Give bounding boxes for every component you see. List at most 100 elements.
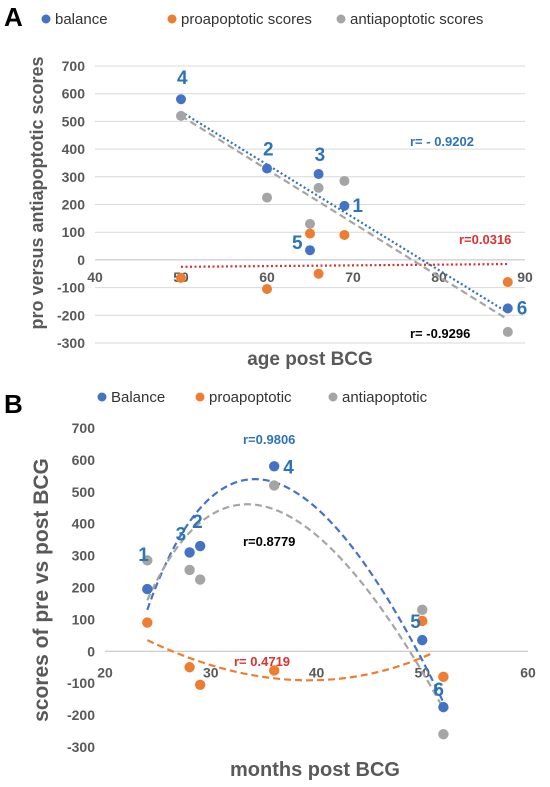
y-tick-label-b: 400 [72,516,96,532]
y-tick-label-a: 500 [62,113,86,129]
data-point-a-antiapoptotic [502,326,513,337]
data-point-b-antiapoptotic [142,555,153,566]
y-tick-label-b: 200 [72,580,96,596]
point-number-label-a: 3 [315,145,326,166]
x-tick-label-a: 40 [87,269,103,285]
data-point-b-antiapoptotic [417,604,428,616]
legend-b-proapoptotic-marker [195,392,205,402]
data-point-a-proapoptotic [305,228,315,239]
legend-b-antiapoptotic: antiapoptotic [342,389,428,406]
y-tick-label-b: 0 [87,643,95,659]
panel-a-letter: A [4,2,23,32]
data-point-b-balance [438,701,449,713]
data-point-a-balance [313,169,324,180]
y-tick-label-b: -100 [67,675,95,691]
y-tick-label-b: 600 [72,452,96,468]
data-point-a-antiapoptotic [339,175,350,186]
y-tick-label-a: 200 [62,197,86,213]
data-point-a-proapoptotic [313,268,324,279]
y-tick-label-a: 600 [62,86,86,102]
data-point-b-antiapoptotic [194,574,206,585]
data-point-b-proapoptotic [142,617,153,628]
panel-a: A balance proapoptotic scores antiapopto… [4,2,533,370]
trendline-b-3 [146,639,434,682]
panel-a-plot-area: -300-200-1000100200300400500600700405060… [57,58,533,351]
legend-a-balance-marker [41,14,51,24]
legend-a-balance: balance [55,11,108,28]
correlation-label-b-3: r= 0.4719 [234,654,290,669]
y-tick-label-b: 100 [72,611,96,627]
x-tick-label-b: 60 [520,664,536,680]
panel-b-letter: B [4,389,23,419]
x-tick-label-b: 30 [203,664,219,680]
data-point-a-balance [502,303,513,314]
data-point-a-proapoptotic [339,229,350,240]
point-number-label-a: 1 [352,196,363,217]
correlation-label-b-2: r=0.8779 [243,534,295,549]
y-tick-label-b: 700 [72,420,96,436]
y-tick-label-b: 300 [72,548,96,564]
data-point-a-proapoptotic [176,272,186,283]
data-point-b-antiapoptotic [438,729,449,740]
y-tick-label-a: -100 [57,280,85,296]
legend-b-balance: Balance [111,389,165,406]
data-point-b-balance [417,634,428,646]
panel-b-legend: Balance proapoptotic antiapoptotic [97,389,428,406]
y-tick-label-a: -300 [57,335,85,351]
legend-a-proapoptotic-marker [167,14,177,24]
y-tick-label-b: -300 [67,739,95,755]
data-point-b-balance [194,540,206,552]
legend-a-proapoptotic: proapoptotic scores [181,11,312,28]
x-tick-label-b: 40 [309,664,325,680]
x-tick-label-a: 70 [345,269,361,285]
correlation-label-a-3: r= -0.9296 [410,326,470,341]
y-tick-label-a: 100 [62,224,86,240]
legend-a-antiapoptotic-marker [336,14,346,24]
legend-b-balance-marker [97,392,107,402]
data-point-b-balance [269,461,280,472]
y-tick-label-a: 0 [77,252,85,268]
point-number-label-b: 6 [433,680,444,701]
x-tick-label-b: 20 [97,664,113,680]
data-point-a-balance [176,94,186,105]
point-number-label-a: 5 [292,233,303,254]
x-tick-label-a: 60 [259,269,275,285]
data-point-a-balance [262,163,272,174]
panel-b-x-axis-title: months post BCG [230,759,400,781]
data-point-b-proapoptotic [269,665,280,676]
data-point-a-antiapoptotic [305,218,315,229]
correlation-label-a-1: r= - 0.9202 [410,134,474,149]
point-number-label-a: 2 [263,139,274,160]
panel-b: B Balance proapoptotic antiapoptotic sco… [4,389,536,781]
data-point-b-proapoptotic [184,662,195,673]
point-number-label-a: 4 [177,68,188,89]
point-number-label-b: 4 [283,457,294,478]
data-point-a-proapoptotic [502,277,513,288]
point-number-label-b: 1 [138,545,149,566]
y-tick-label-a: 300 [62,169,86,185]
point-number-label-a: 6 [517,298,528,319]
data-point-a-antiapoptotic [313,182,324,193]
data-point-a-antiapoptotic [262,192,272,203]
panel-a-y-axis-title: pro versus antiapoptotic scores [27,56,47,329]
trendline-a-3 [180,114,509,321]
data-point-b-antiapoptotic [184,564,195,576]
panel-a-legend: balance proapoptotic scores antiapoptoti… [41,11,483,28]
y-tick-label-b: -200 [67,707,95,723]
legend-a-antiapoptotic: antiapoptotic scores [350,11,483,28]
point-number-label-b: 5 [410,612,421,633]
panel-b-y-axis-title: scores of pre vs post BCG [30,458,53,722]
y-tick-label-b: 500 [72,484,96,500]
y-tick-label-a: -200 [57,307,85,323]
data-point-b-balance [142,583,153,595]
correlation-label-a-2: r=0.0316 [459,232,511,247]
data-point-a-antiapoptotic [176,110,186,121]
data-point-b-antiapoptotic [269,480,280,491]
legend-b-proapoptotic: proapoptotic [209,389,292,406]
point-number-label-b: 3 [176,524,187,545]
trendline-a-1 [180,110,509,314]
panel-a-x-axis-title: age post BCG [247,349,373,370]
data-point-a-balance [305,245,315,256]
y-tick-label-a: 400 [62,141,86,157]
